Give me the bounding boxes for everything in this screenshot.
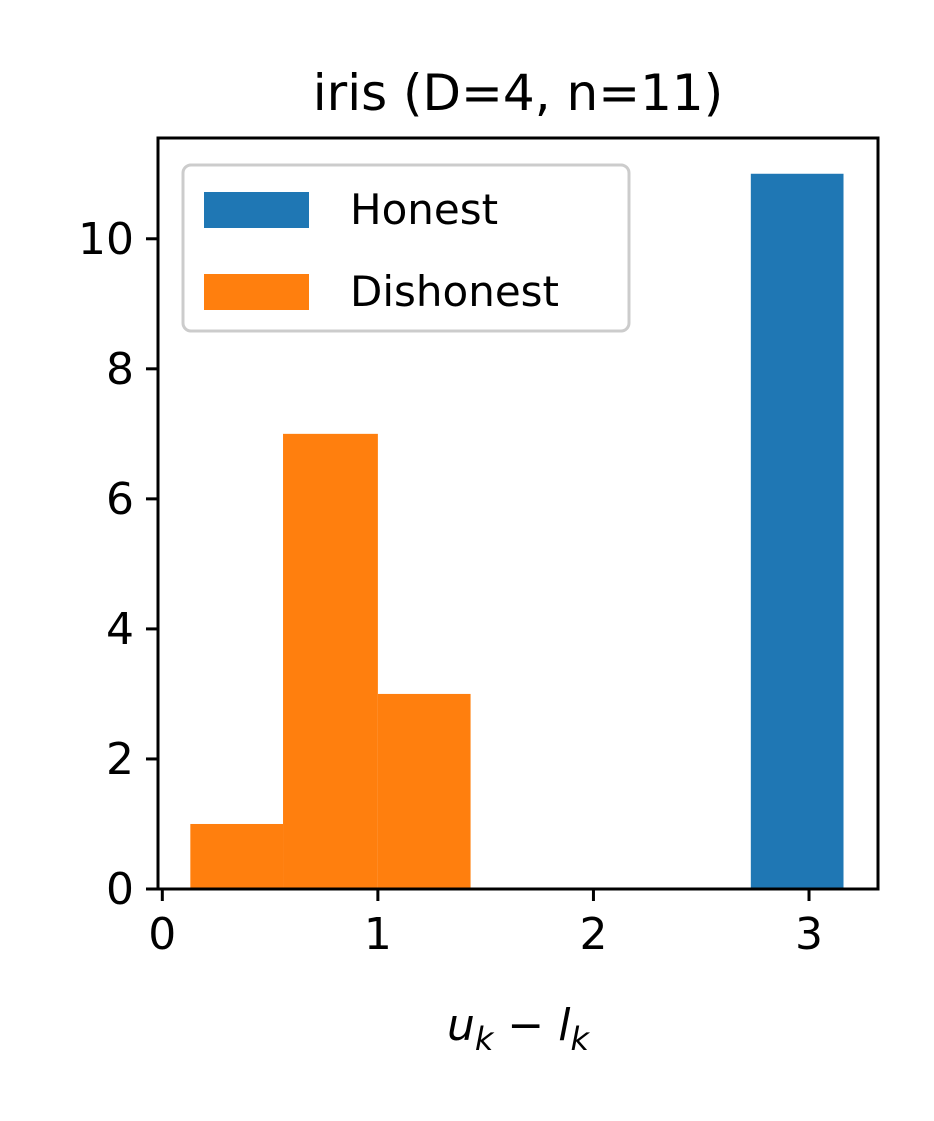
legend: Honest Dishonest — [181, 163, 631, 333]
y-tick-label: 8 — [106, 344, 134, 395]
legend-label-honest: Honest — [350, 185, 498, 234]
chart-title: iris (D=4, n=11) — [313, 64, 724, 122]
axes-layer: 0 1 2 3 0 2 4 6 8 10 — [78, 136, 880, 960]
x-tick-label: 0 — [148, 909, 176, 960]
y-tick-label: 4 — [106, 604, 134, 655]
plot-frame — [156, 136, 880, 891]
legend-label-dishonest: Dishonest — [350, 267, 559, 316]
bars-layer — [190, 173, 844, 889]
bar-honest-0 — [750, 173, 844, 889]
bar-dishonest-1 — [283, 433, 378, 889]
x-tick-label: 1 — [364, 909, 392, 960]
x-axis-label: uk − lk — [447, 1000, 591, 1058]
y-tick-label: 10 — [78, 214, 134, 265]
y-tick-label: 2 — [106, 734, 134, 785]
bar-dishonest-0 — [190, 823, 284, 889]
bar-dishonest-2 — [377, 693, 471, 889]
x-tick-label: 3 — [795, 909, 823, 960]
legend-swatch-honest — [204, 192, 309, 228]
x-tick-label: 2 — [579, 909, 607, 960]
y-tick-label: 6 — [106, 474, 134, 525]
y-tick-label: 0 — [106, 864, 134, 915]
legend-swatch-dishonest — [204, 274, 309, 310]
